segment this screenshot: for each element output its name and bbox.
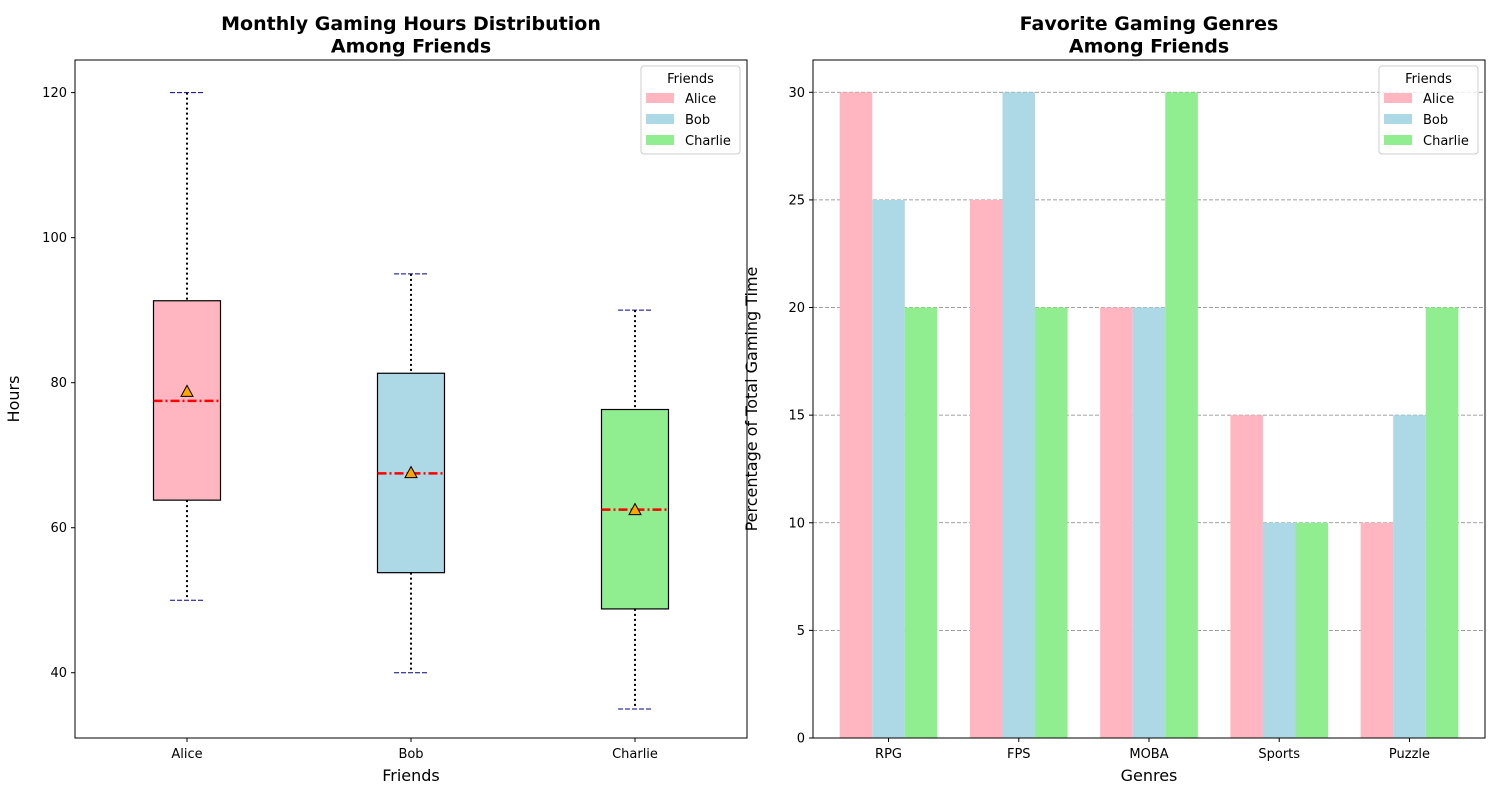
legend-label-alice: Alice [1423,92,1454,107]
y-tick-label: 0 [797,732,805,747]
legend-swatch-charlie [646,135,674,145]
legend-title: Friends [667,72,714,87]
y-tick-label: 5 [797,624,805,639]
x-tick-label: MOBA [1129,747,1168,762]
bar [1360,522,1394,738]
legend-swatch-alice [646,93,674,103]
chart-title-line: Monthly Gaming Hours Distribution [221,13,601,35]
legend-title: Friends [1405,72,1452,87]
legend-label-bob: Bob [1423,113,1448,128]
plot-frame [812,59,1486,739]
bar [1002,92,1036,739]
series-alice [839,92,1394,739]
bar [1295,522,1329,738]
x-tick-label: Puzzle [1389,747,1430,762]
legend-swatch-bob [1384,114,1412,124]
x-tick-label: Charlie [612,747,658,762]
bar [1393,415,1426,738]
y-tick-label: 30 [788,86,805,101]
plot-frame [74,59,748,739]
x-tick-label: Alice [171,747,202,762]
y-tick-label: 100 [42,231,67,246]
box-bob [376,273,446,674]
bar [1230,415,1263,738]
bar [1165,92,1198,739]
x-axis-label: Genres [1121,766,1178,785]
legend-label-charlie: Charlie [1423,134,1469,149]
y-tick-label: 120 [42,86,67,101]
x-axis-label: Friends [382,766,440,785]
series-charlie [904,92,1459,739]
x-tick-label: RPG [875,747,902,762]
chart-title-line: Among Friends [1069,36,1229,58]
bar [1035,307,1068,738]
chart-title-line: Among Friends [331,36,491,58]
bar [904,307,938,738]
legend-swatch-charlie [1384,135,1412,145]
bar [1262,522,1296,738]
y-axis-label: Hours [4,376,23,423]
bar [839,92,873,739]
legend-label-bob: Bob [685,113,710,128]
y-tick-label: 80 [50,376,67,391]
y-tick-label: 20 [788,301,805,316]
mean-marker [404,465,418,479]
y-tick-label: 40 [50,666,67,681]
y-tick-label: 15 [788,409,805,424]
bar [969,199,1003,738]
y-tick-label: 60 [50,521,67,536]
series-bob [872,92,1426,739]
bar [872,199,905,738]
mean-marker [180,384,194,397]
y-axis-label: Percentage of Total Gaming Time [742,267,761,532]
legend-box [1378,65,1479,155]
legend-label-charlie: Charlie [685,134,731,149]
x-tick-label: Bob [398,747,423,762]
mean-marker [628,502,642,516]
bar [1132,307,1166,738]
x-tick-label: Sports [1258,747,1300,762]
y-tick-label: 10 [788,516,805,531]
legend-box [640,65,741,155]
legend-swatch-bob [646,114,674,124]
box-charlie [600,309,670,710]
legend-swatch-alice [1384,93,1412,103]
chart-title-line: Favorite Gaming Genres [1020,13,1279,35]
bar [1100,307,1133,738]
box-alice [152,92,222,601]
bar [1425,307,1459,738]
x-tick-label: FPS [1007,747,1031,762]
y-tick-label: 25 [788,193,805,208]
legend-label-alice: Alice [685,92,716,107]
